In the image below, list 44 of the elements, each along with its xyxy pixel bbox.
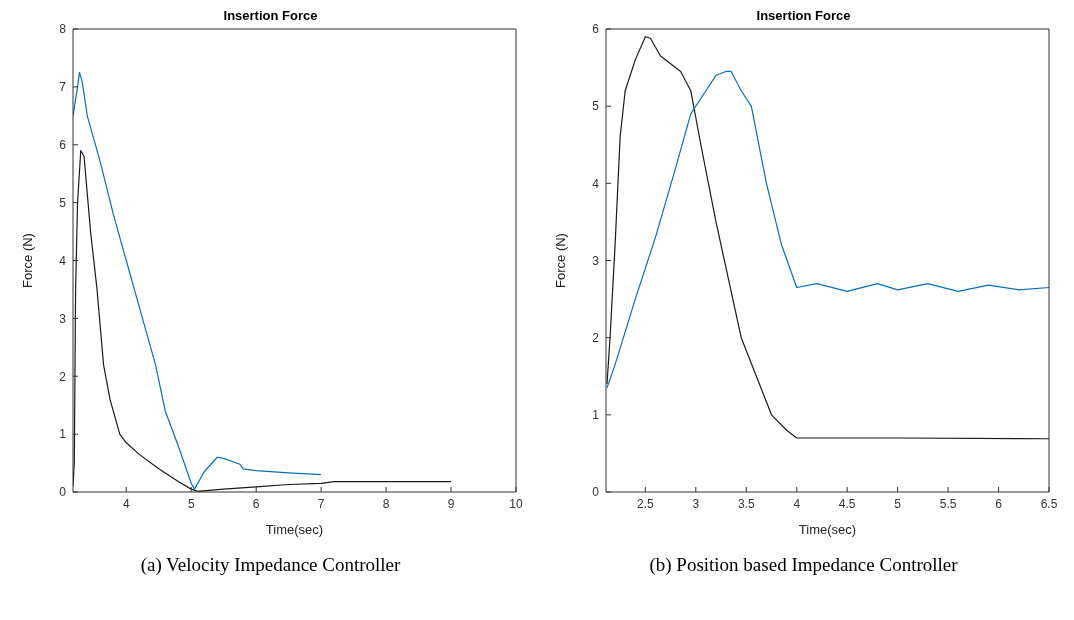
y-tick-label: 8 — [58, 22, 66, 37]
x-tick-label: 5.5 — [939, 496, 957, 511]
x-tick-label: 4 — [122, 496, 130, 511]
x-tick-label: 8 — [382, 496, 390, 511]
y-tick-label: 1 — [58, 427, 66, 442]
x-tick-label: 4.5 — [838, 496, 856, 511]
text: (b) Position based Impedance Controller — [649, 554, 958, 576]
y-tick-label: 4 — [58, 253, 66, 268]
x-axis-title: Time(sec) — [265, 522, 323, 537]
x-tick-label: 6 — [994, 496, 1002, 511]
text: (a) Velocity Impedance Controller — [140, 554, 401, 576]
y-tick-label: 5 — [58, 195, 66, 210]
x-axis-title: Time(sec) — [798, 522, 856, 537]
y-tick-label: 4 — [591, 176, 599, 191]
x-tick-label: 7 — [317, 496, 325, 511]
line-series — [72, 71, 322, 490]
y-tick-label: 5 — [591, 99, 599, 114]
x-tick-label: 6 — [252, 496, 260, 511]
chart-title: Insertion Force — [756, 8, 851, 24]
x-tick-label: 3.5 — [737, 496, 755, 511]
y-tick-label: 7 — [58, 80, 66, 95]
y-tick-label: 3 — [58, 311, 66, 326]
chart-title: Insertion Force — [223, 8, 318, 24]
y-tick-label: 1 — [591, 408, 599, 423]
line-series — [72, 149, 452, 492]
y-tick-label: 3 — [591, 253, 599, 268]
x-tick-label: 3 — [691, 496, 699, 511]
y-axis-title: Force (N) — [552, 233, 568, 288]
y-tick-label: 2 — [591, 330, 599, 345]
line-series — [605, 70, 1049, 389]
line-series — [605, 36, 1049, 440]
y-tick-label: 0 — [591, 485, 599, 500]
x-tick-label: 5 — [187, 496, 195, 511]
x-tick-label: 6.5 — [1040, 496, 1058, 511]
y-tick-label: 6 — [591, 22, 599, 37]
x-tick-label: 10 — [508, 496, 523, 511]
y-axis-title: Force (N) — [19, 233, 35, 288]
y-tick-label: 6 — [58, 138, 66, 153]
x-tick-label: 2.5 — [636, 496, 654, 511]
x-tick-label: 5 — [893, 496, 901, 511]
x-tick-label: 4 — [792, 496, 800, 511]
y-tick-label: 0 — [58, 485, 66, 500]
x-tick-label: 9 — [447, 496, 455, 511]
y-tick-label: 2 — [58, 369, 66, 384]
